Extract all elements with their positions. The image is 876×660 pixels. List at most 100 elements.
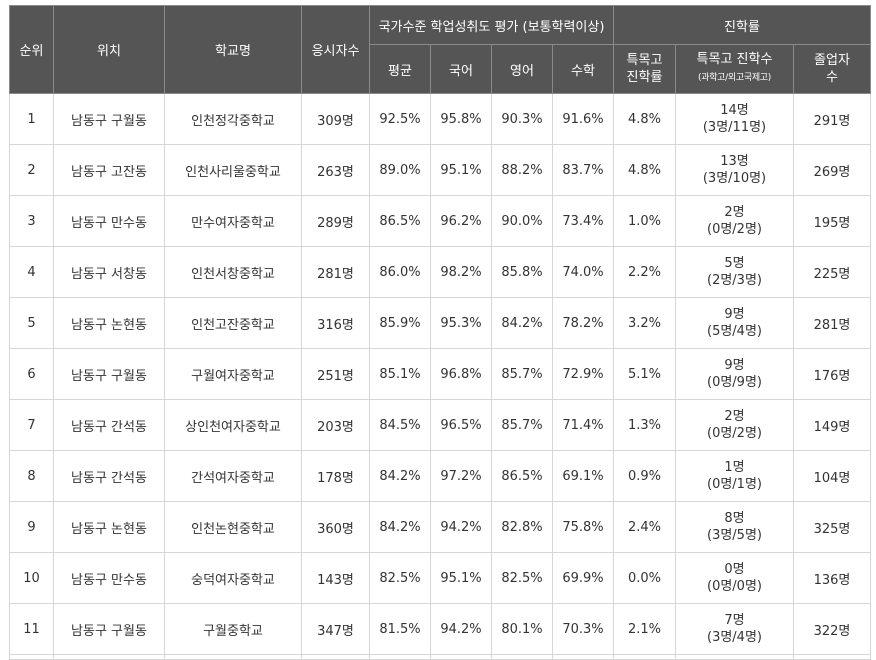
table-row: 10 남동구 만수동 숭덕여자중학교 143명 82.5% 95.1% 82.5% 69.9%… [9, 552, 871, 604]
cell-math: 78.2% [552, 297, 614, 349]
header-school: 학교명 [164, 5, 302, 94]
cell-math: 91.6% [552, 93, 614, 145]
cell-rank: 7 [9, 399, 54, 451]
cell-graduates: 149명 [793, 399, 871, 451]
cell-graduates: 269명 [793, 144, 871, 196]
header-average: 평균 [369, 44, 431, 94]
cell-special-rate: 2.4% [613, 501, 676, 553]
cell-average: 84.5% [369, 399, 431, 451]
cell-location: 남동구 간석동 [53, 450, 165, 502]
cell-special-count: 2명 (0명/2명) [675, 195, 794, 247]
cell-location: 남동구 만수동 [53, 552, 165, 604]
special-count-total: 1명 [724, 460, 745, 475]
cell-special-rate: 3.2% [613, 297, 676, 349]
cell-location: 남동구 논현동 [53, 297, 165, 349]
cell-examinees: 143명 [301, 552, 370, 604]
table-header: 순위 위치 학교명 응시자수 국가수준 학업성취도 평가 (보통학력이상) 진학… [9, 5, 871, 94]
cell-korean: 96.2% [430, 195, 492, 247]
cell-average: 85.1% [369, 348, 431, 400]
cell-special-count: 1명 (0명/1명) [675, 450, 794, 502]
special-count-total: 2명 [724, 409, 745, 424]
cell-math: 72.9% [552, 348, 614, 400]
cell-rank: 3 [9, 195, 54, 247]
cell-graduates: 322명 [793, 603, 871, 655]
table-row: 7 남동구 간석동 상인천여자중학교 203명 84.5% 96.5% 85.7% 71.4%… [9, 399, 871, 451]
cell-english: 85.8% [491, 246, 553, 298]
cell-korean: 95.8% [430, 93, 492, 145]
cell-average: 84.2% [369, 501, 431, 553]
special-count-breakdown: (3명/4명) [707, 630, 762, 645]
special-count-breakdown: (0명/2명) [707, 222, 762, 237]
cell-special-rate: 2.1% [613, 603, 676, 655]
cell-school-name: 인천사리울중학교 [164, 144, 302, 196]
table-row: 3 남동구 만수동 만수여자중학교 289명 86.5% 96.2% 90.0% 73.4% 1… [9, 195, 871, 247]
cell-special-count: 9명 (0명/9명) [675, 348, 794, 400]
cell-average: 81.5% [369, 603, 431, 655]
cell-school-name: 구월중학교 [164, 603, 302, 655]
cell-korean: 96.8% [430, 348, 492, 400]
header-special-count-line2: (과학고/외고국제고) [698, 73, 771, 83]
cell-rank: 8 [9, 450, 54, 502]
cell-examinees: 178명 [301, 450, 370, 502]
cell-math: 75.8% [552, 501, 614, 553]
cell-graduates: 281명 [793, 297, 871, 349]
special-count-total: 7명 [724, 613, 745, 628]
cell-location: 남동구 서창동 [53, 246, 165, 298]
header-achievement-group: 국가수준 학업성취도 평가 (보통학력이상) [369, 5, 614, 45]
special-count-total: 9명 [724, 307, 745, 322]
cell-examinees: 281명 [301, 246, 370, 298]
cell-special-count: 14명 (3명/11명) [675, 93, 794, 145]
cell-location: 남동구 간석동 [53, 399, 165, 451]
cell-english: 82.8% [491, 501, 553, 553]
table-row: 2 남동구 고잔동 인천사리울중학교 263명 89.0% 95.1% 88.2% 83.7%… [9, 144, 871, 196]
cell-english: 88.2% [491, 144, 553, 196]
cell-english: 84.2% [491, 297, 553, 349]
cell-english: 80.1% [491, 603, 553, 655]
header-special-rate: 특목고 진학률 [613, 44, 676, 94]
cell-special-count: 13명 (3명/10명) [675, 144, 794, 196]
cell-rank: 11 [9, 603, 54, 655]
cell-graduates: 291명 [793, 93, 871, 145]
special-count-total: 2명 [724, 205, 745, 220]
table-row: 11 남동구 구월동 구월중학교 347명 81.5% 94.2% 80.1% 70.3% 2.… [9, 603, 871, 655]
header-special-rate-line1: 특목고 [626, 53, 663, 68]
cell-average: 86.0% [369, 246, 431, 298]
cell-location: 남동구 논현동 [53, 501, 165, 553]
cell-examinees: 289명 [301, 195, 370, 247]
cell-special-rate: 1.0% [613, 195, 676, 247]
cell-average: 85.9% [369, 297, 431, 349]
cell-examinees: 203명 [301, 399, 370, 451]
special-count-total: 0명 [724, 562, 745, 577]
cell-graduates: 176명 [793, 348, 871, 400]
special-count-breakdown: (0명/2명) [707, 426, 762, 441]
cell-school-name: 인천정각중학교 [164, 93, 302, 145]
special-count-total: 14명 [720, 103, 749, 118]
special-count-breakdown: (0명/9명) [707, 375, 762, 390]
special-count-total: 8명 [724, 511, 745, 526]
header-graduates-line1: 졸업자 [814, 53, 850, 68]
special-count-breakdown: (2명/3명) [707, 273, 762, 288]
table-row: 1 남동구 구월동 인천정각중학교 309명 92.5% 95.8% 90.3% 91.6% 4… [9, 93, 871, 145]
header-math: 수학 [552, 44, 614, 94]
cell-special-count: 2명 (0명/2명) [675, 399, 794, 451]
cell-graduates: 325명 [793, 501, 871, 553]
cell-rank: 6 [9, 348, 54, 400]
cell-examinees: 309명 [301, 93, 370, 145]
cell-special-rate: 2.2% [613, 246, 676, 298]
cell-rank: 9 [9, 501, 54, 553]
cell-examinees: 360명 [301, 501, 370, 553]
cell-graduates: 225명 [793, 246, 871, 298]
cell-english: 90.0% [491, 195, 553, 247]
cell-school-name: 간석여자중학교 [164, 450, 302, 502]
cell-school-name: 만수여자중학교 [164, 195, 302, 247]
cell-rank: 4 [9, 246, 54, 298]
cell-average: 82.5% [369, 552, 431, 604]
header-advancement-group: 진학률 [613, 5, 871, 45]
cell-graduates: 195명 [793, 195, 871, 247]
header-graduates-line2: 수 [826, 70, 838, 85]
cell-korean: 94.2% [430, 603, 492, 655]
header-english: 영어 [491, 44, 553, 94]
cell-special-count: 9명 (5명/4명) [675, 297, 794, 349]
cell-math: 69.9% [552, 552, 614, 604]
cell-rank: 2 [9, 144, 54, 196]
